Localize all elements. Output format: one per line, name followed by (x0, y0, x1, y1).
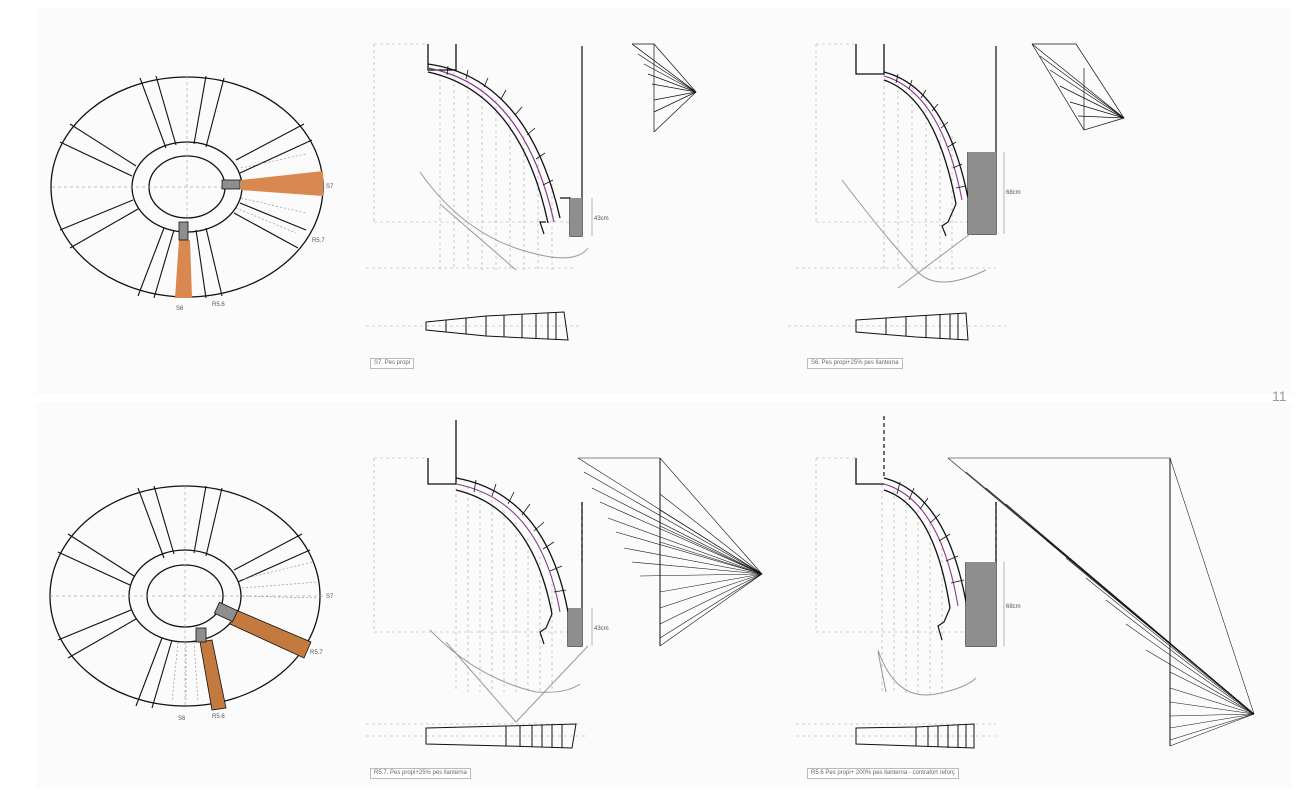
bottom-diagram-panel: S7 R5.7 S6 R5.6 (36, 402, 1292, 788)
dim-label-3: 43cm (594, 626, 609, 632)
force-diagram-4 (947, 457, 1255, 747)
dim-label-1: 43cm (594, 216, 609, 222)
plan-label-r56-b: R5.6 (212, 714, 225, 720)
caption-r57: R5.7. Pes propi+25% pes llanterna (370, 768, 471, 779)
plan-label-r57-b: R5.7 (310, 650, 323, 656)
caption-s7: S7. Pes propi (370, 358, 415, 369)
caption-r56: R5.6 Pes propi+ 200% pes llanterna - con… (807, 768, 959, 779)
plan-view-bottom (49, 485, 326, 711)
plan-strip-3 (366, 723, 586, 749)
plan-label-r57: R5.7 (312, 238, 325, 244)
caption-s6: S6. Pes propi+25% pes llanterna (807, 358, 903, 369)
force-diagram-2 (1031, 43, 1125, 131)
top-diagram-panel: S7 R5.7 S6 R5.6 (36, 8, 1292, 394)
plan-view-top (50, 75, 328, 299)
plan-strip-2 (788, 312, 1006, 341)
bottom-drawings: S7 R5.7 S6 R5.6 (49, 416, 1255, 749)
section-view-r56 (796, 416, 1005, 725)
section-view-r57 (366, 420, 593, 725)
plan-label-s6-b: S6 (178, 716, 186, 722)
plan-strip-1 (366, 311, 582, 341)
plan-label-s7-b: S7 (326, 594, 334, 600)
dim-label-2: 68cm (1006, 190, 1021, 196)
page-number: 11 (1272, 388, 1287, 404)
plan-label-s6: S6 (176, 306, 184, 312)
plan-label-s7: S7 (326, 184, 334, 190)
top-drawings: S7 R5.7 S6 R5.6 (50, 43, 1125, 341)
dim-label-4: 68cm (1006, 604, 1021, 610)
plan-label-r56: R5.6 (212, 302, 225, 308)
plan-strip-4 (796, 723, 996, 749)
force-diagram-1 (631, 43, 697, 133)
section-view-s6 (796, 43, 1005, 289)
section-view-s7 (366, 43, 593, 271)
force-diagram-3 (577, 457, 763, 647)
